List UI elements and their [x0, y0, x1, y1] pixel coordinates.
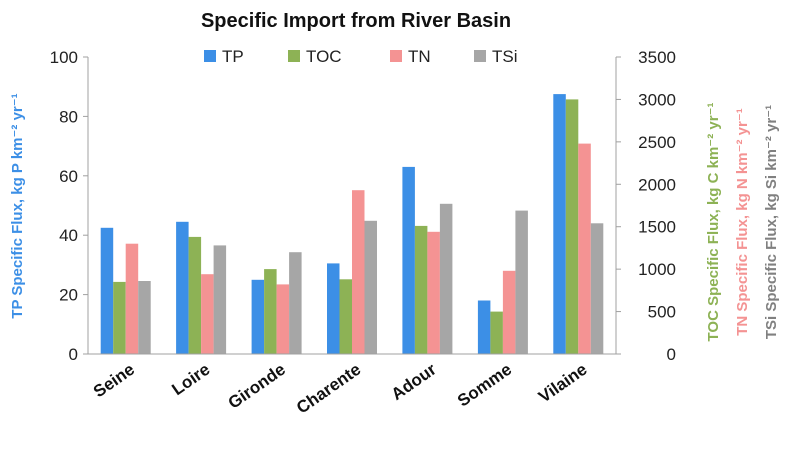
- bar-tp-gironde: [251, 279, 265, 355]
- right-tick-label: 3500: [638, 48, 676, 67]
- category-label-adour: Adour: [388, 359, 440, 403]
- legend-label-tsi: TSi: [492, 47, 518, 66]
- right-tick-label: 2000: [638, 175, 676, 194]
- bar-tsi-adour: [439, 203, 453, 354]
- bar-toc-gironde: [264, 269, 277, 354]
- legend-label-toc: TOC: [306, 47, 342, 66]
- bar-tp-somme: [477, 300, 491, 354]
- bar-tn-loire: [201, 274, 214, 354]
- bar-tn-adour: [427, 231, 440, 354]
- bar-tsi-somme: [515, 210, 528, 354]
- bar-tsi-vilaine: [590, 223, 604, 354]
- bar-tp-adour: [402, 166, 415, 354]
- bar-toc-seine: [113, 281, 126, 354]
- category-label-charente: Charente: [293, 360, 364, 418]
- bar-tn-charente: [352, 190, 365, 354]
- y-axis-left-label: TP Specific Flux, kg P km⁻² yr⁻¹: [9, 93, 26, 318]
- left-tick-label: 40: [59, 226, 78, 245]
- legend-swatch-tsi: [474, 50, 486, 62]
- right-tick-label: 500: [648, 303, 676, 322]
- right-tick-label: 0: [667, 345, 676, 364]
- left-tick-label: 0: [69, 345, 78, 364]
- bar-toc-charente: [339, 279, 352, 354]
- bar-tn-seine: [125, 243, 139, 354]
- category-label-somme: Somme: [454, 360, 515, 411]
- right-tick-label: 1500: [638, 218, 676, 237]
- legend-swatch-toc: [288, 50, 300, 62]
- bar-tsi-seine: [138, 281, 151, 354]
- plot-area: [100, 94, 604, 355]
- legend: TP TOC TN TSi: [204, 47, 518, 66]
- legend-label-tn: TN: [408, 47, 431, 66]
- bar-toc-adour: [414, 225, 428, 354]
- left-tick-label: 60: [59, 167, 78, 186]
- bar-tn-somme: [502, 270, 516, 354]
- bar-tp-loire: [176, 221, 189, 354]
- legend-swatch-tn: [390, 50, 402, 62]
- bar-toc-vilaine: [565, 99, 579, 355]
- y-axis-right-labels: TOC Specific Flux, kg C km⁻² yr⁻¹ TN Spec…: [705, 103, 780, 342]
- bar-tsi-loire: [213, 245, 227, 354]
- right-tick-label: 3000: [638, 90, 676, 109]
- bar-tp-seine: [100, 227, 114, 354]
- left-axis-ticks: 0 20 40 60 80 100: [50, 48, 88, 364]
- legend-label-tp: TP: [222, 47, 244, 66]
- left-tick-label: 20: [59, 286, 78, 305]
- category-label-gironde: Gironde: [225, 360, 289, 413]
- bar-tp-vilaine: [553, 94, 566, 354]
- bar-tp-charente: [327, 263, 340, 354]
- left-tick-label: 100: [50, 48, 78, 67]
- right-tick-label: 2500: [638, 133, 676, 152]
- right-axis-ticks: 0 500 1000 1500 2000 2500 3000 3500: [616, 48, 676, 364]
- legend-swatch-tp: [204, 50, 216, 62]
- y-axis-right-label-1: TOC Specific Flux, kg C km⁻² yr⁻¹: [705, 103, 722, 342]
- bar-tn-vilaine: [578, 143, 591, 354]
- bar-toc-somme: [490, 311, 503, 354]
- left-tick-label: 80: [59, 107, 78, 126]
- chart-title: Specific Import from River Basin: [201, 10, 511, 32]
- category-labels: Seine Loire Gironde Charente Adour Somme Vilai…: [90, 359, 591, 417]
- bar-tsi-gironde: [289, 252, 302, 354]
- bar-toc-loire: [188, 236, 202, 354]
- y-axis-right-label-3: TSi Specific Flux, kg Si km⁻² yr⁻¹: [763, 105, 780, 339]
- right-tick-label: 1000: [638, 260, 676, 279]
- bar-tn-gironde: [276, 284, 290, 354]
- category-label-loire: Loire: [168, 360, 213, 399]
- bar-tsi-charente: [364, 220, 377, 354]
- category-label-vilaine: Vilaine: [535, 360, 591, 407]
- y-axis-right-label-2: TN Specific Flux, kg N km⁻² yr⁻¹: [734, 108, 751, 336]
- category-label-seine: Seine: [90, 360, 138, 402]
